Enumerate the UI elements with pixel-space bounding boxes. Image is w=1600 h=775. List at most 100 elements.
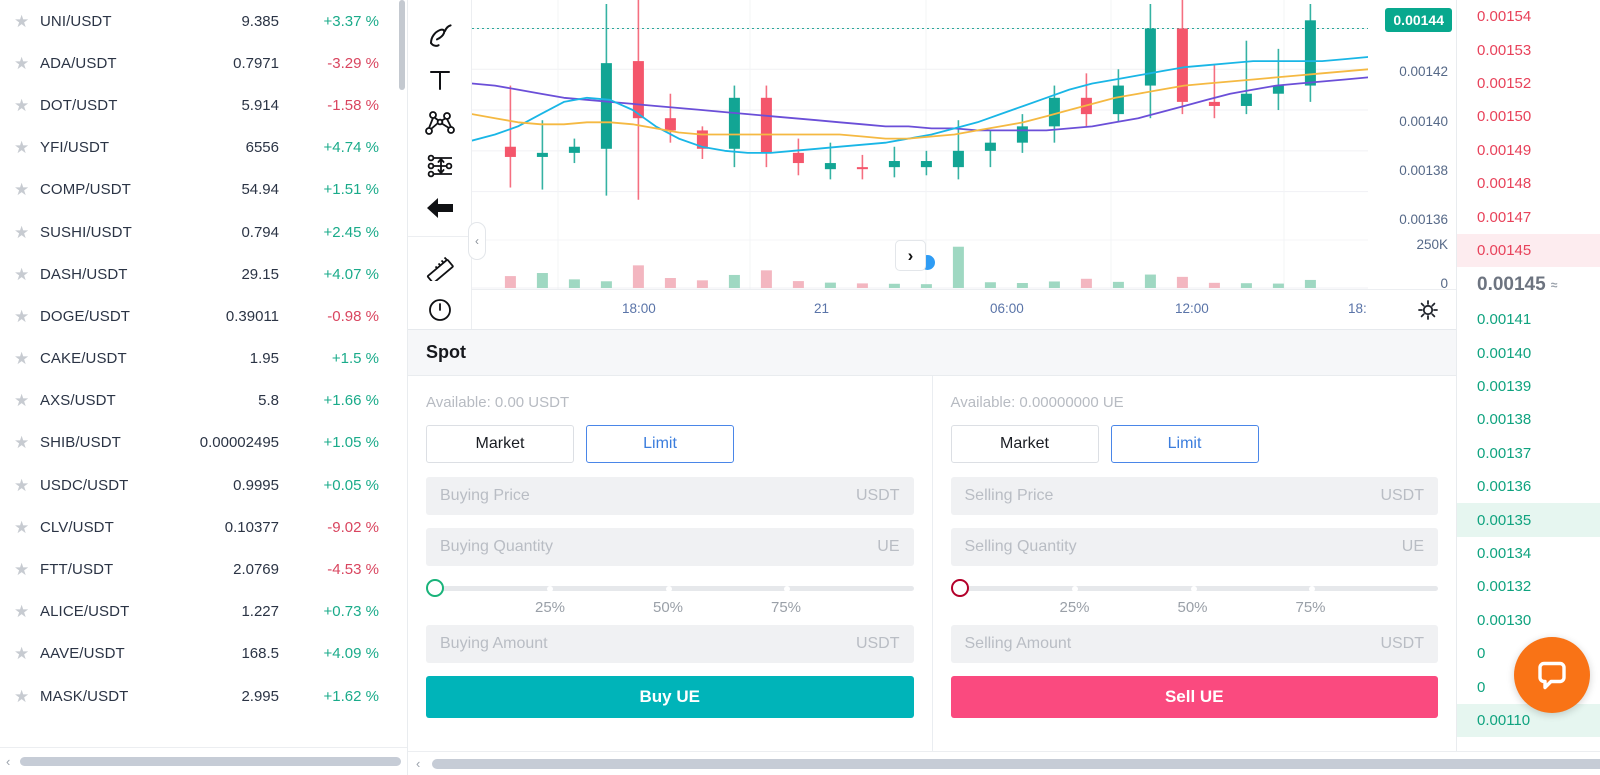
favorite-star-icon[interactable]: ★ [14,644,30,664]
sell-price-field[interactable]: Selling Price USDT [950,477,1438,515]
order-book-ask-row[interactable]: 0.00148 [1477,175,1532,193]
order-book-bid-row[interactable]: 0 [1477,678,1486,696]
clock-icon[interactable] [418,287,462,329]
sell-percent-50[interactable]: 50% [1177,599,1208,616]
market-list-row[interactable]: ★ MASK/USDT 2.995 +1.62 % [0,675,407,717]
buy-market-tab[interactable]: Market [426,425,574,463]
candlestick-plot[interactable] [472,0,1368,289]
arrow-left-icon[interactable] [418,187,462,230]
sell-market-tab[interactable]: Market [950,425,1099,463]
favorite-star-icon[interactable]: ★ [14,180,30,200]
sell-percent-25[interactable]: 25% [1059,599,1090,616]
order-book-bid-row[interactable]: 0 [1477,645,1486,663]
buy-slider-tick-50[interactable] [666,585,672,592]
page-scroll-left-chevron-icon[interactable]: ‹ [416,756,421,771]
page-scroll-thumb[interactable] [432,758,1600,769]
order-book-ask-row[interactable]: 0.00152 [1477,74,1532,92]
sidebar-scroll-thumb[interactable] [20,757,401,766]
market-list-row[interactable]: ★ UNI/USDT 9.385 +3.37 % [0,0,407,42]
order-book-bid-row[interactable]: 0.00132 [1477,578,1532,596]
market-list-row[interactable]: ★ SUSHI/USDT 0.794 +2.45 % [0,211,407,253]
favorite-star-icon[interactable]: ★ [14,11,30,31]
market-list-row[interactable]: ★ AAVE/USDT 168.5 +4.09 % [0,633,407,675]
order-book-ask-row[interactable]: 0.00153 [1477,41,1532,59]
favorite-star-icon[interactable]: ★ [14,138,30,158]
buy-percent-75[interactable]: 75% [770,599,802,616]
market-list-row[interactable]: ★ CLV/USDT 0.10377 -9.02 % [0,506,407,548]
sell-percent-75[interactable]: 75% [1295,599,1326,616]
favorite-star-icon[interactable]: ★ [14,475,30,495]
favorite-star-icon[interactable]: ★ [14,517,30,537]
sell-percent-slider[interactable] [950,579,1438,597]
favorite-star-icon[interactable]: ★ [14,264,30,284]
sell-slider-tick-50[interactable] [1190,585,1197,592]
text-icon[interactable] [418,59,462,102]
order-book-bid-row[interactable]: 0.00137 [1477,444,1532,462]
favorite-star-icon[interactable]: ★ [14,222,30,242]
measure-lines-icon[interactable] [418,144,462,187]
buy-button[interactable]: Buy UE [426,676,914,718]
favorite-star-icon[interactable]: ★ [14,95,30,115]
chat-widget-button[interactable] [1514,637,1590,713]
order-book-bid-row[interactable]: 0.00110 [1457,703,1600,738]
buy-percent-50[interactable]: 50% [652,599,684,616]
order-book-bid-row[interactable]: 0.00136 [1477,478,1532,496]
favorite-star-icon[interactable]: ★ [14,306,30,326]
order-book-ask-row[interactable]: 0.00147 [1477,208,1532,226]
buy-quantity-field[interactable]: Buying Quantity UE [426,528,914,566]
market-list-row[interactable]: ★ DOT/USDT 5.914 -1.58 % [0,84,407,126]
order-book-bid-row[interactable]: 0.00139 [1477,378,1532,396]
market-list-row[interactable]: ★ ALICE/USDT 1.227 +0.73 % [0,591,407,633]
market-list-row[interactable]: ★ AXS/USDT 5.8 +1.66 % [0,380,407,422]
order-book-bid-row[interactable]: 0.00134 [1477,545,1532,563]
favorite-star-icon[interactable]: ★ [14,433,30,453]
market-list-row[interactable]: ★ COMP/USDT 54.94 +1.51 % [0,169,407,211]
buy-amount-field[interactable]: Buying Amount USDT [426,625,914,663]
favorite-star-icon[interactable]: ★ [14,53,30,73]
gear-icon[interactable] [1416,298,1440,322]
market-list-row[interactable]: ★ DASH/USDT 29.15 +4.07 % [0,253,407,295]
order-book-ask-row[interactable]: 0.00149 [1477,141,1532,159]
buy-slider-handle[interactable] [426,579,444,597]
chart-collapse-handle[interactable]: ‹ [468,222,486,260]
market-list-row[interactable]: ★ CAKE/USDT 1.95 +1.5 % [0,338,407,380]
buy-price-field[interactable]: Buying Price USDT [426,477,914,515]
order-book-ask-row[interactable]: 0.00150 [1477,108,1532,126]
page-horizontal-scrollbar[interactable]: ‹ [408,751,1600,775]
order-book-ask-row[interactable]: 0.00154 [1477,8,1532,26]
order-book-bid-row[interactable]: 0.00130 [1477,611,1532,629]
order-book-bid-row[interactable]: 0.00141 [1477,311,1532,329]
order-book-bid-row[interactable]: 0.00135 [1457,503,1600,537]
buy-percent-slider[interactable] [426,579,914,597]
order-book-bid-row[interactable]: 0.00140 [1477,344,1532,362]
order-book-bid-row[interactable]: 0.00138 [1477,411,1532,429]
favorite-star-icon[interactable]: ★ [14,349,30,369]
favorite-star-icon[interactable]: ★ [14,686,30,706]
sell-limit-tab[interactable]: Limit [1110,425,1259,463]
buy-slider-tick-25[interactable] [547,585,553,592]
market-list-row[interactable]: ★ SHIB/USDT 0.00002495 +1.05 % [0,422,407,464]
sell-slider-tick-75[interactable] [1308,585,1315,592]
sell-slider-track[interactable] [963,586,1438,591]
sell-slider-handle[interactable] [950,579,969,597]
order-book-ask-row[interactable]: 0.00145 [1457,233,1600,268]
market-list[interactable]: ★ UNI/USDT 9.385 +3.37 % ★ ADA/USDT 0.7971 -3.2… [0,0,407,747]
buy-slider-track[interactable] [439,586,914,591]
sidebar-vertical-scrollbar[interactable] [399,0,405,90]
chart-expand-button[interactable]: › [895,240,926,271]
sell-quantity-field[interactable]: Selling Quantity UE [950,528,1438,566]
pattern-nodes-icon[interactable] [418,101,462,144]
market-list-row[interactable]: ★ USDC/USDT 0.9995 +0.05 % [0,464,407,506]
buy-limit-tab[interactable]: Limit [586,425,734,463]
scroll-left-chevron-icon[interactable]: ‹ [6,754,11,769]
favorite-star-icon[interactable]: ★ [14,560,30,580]
sell-amount-field[interactable]: Selling Amount USDT [950,625,1438,663]
sell-slider-tick-25[interactable] [1071,585,1078,592]
market-list-row[interactable]: ★ DOGE/USDT 0.39011 -0.98 % [0,295,407,337]
sidebar-horizontal-scrollbar[interactable]: ‹ [0,747,407,775]
favorite-star-icon[interactable]: ★ [14,602,30,622]
buy-slider-tick-75[interactable] [784,585,790,592]
favorite-star-icon[interactable]: ★ [14,391,30,411]
brush-icon[interactable] [418,16,462,59]
buy-percent-25[interactable]: 25% [534,599,566,616]
